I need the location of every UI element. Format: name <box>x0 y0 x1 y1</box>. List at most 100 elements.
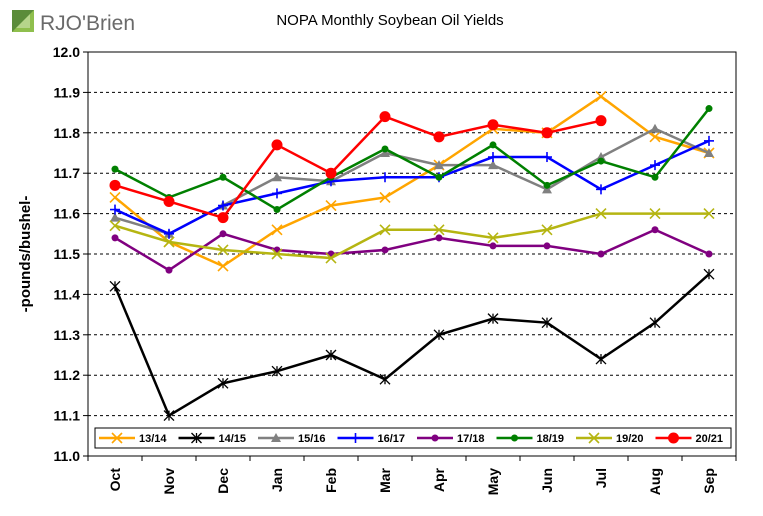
data-point <box>434 160 444 170</box>
legend-item: 20/21 <box>655 432 724 445</box>
series-line <box>114 139 710 236</box>
data-point <box>595 208 607 220</box>
legend-marker <box>350 433 361 443</box>
y-tick-label: 11.5 <box>54 246 81 262</box>
data-point <box>651 173 659 181</box>
data-point <box>218 200 228 211</box>
legend-item: 13/14 <box>99 432 167 445</box>
data-point <box>217 244 229 256</box>
data-point <box>111 234 119 242</box>
data-point <box>380 172 390 183</box>
x-tick-label: Feb <box>323 468 339 493</box>
data-point <box>109 191 121 204</box>
data-point <box>109 179 121 191</box>
data-point <box>379 224 391 236</box>
data-point <box>541 127 553 139</box>
series-16-17 <box>110 135 714 239</box>
series-line <box>114 212 709 260</box>
legend-label: 19/20 <box>616 433 644 445</box>
y-tick-label: 11.8 <box>54 125 81 141</box>
legend-marker <box>511 434 518 442</box>
y-axis-ticks: 11.0 11.1 11.2 11.3 11.4 11.5 11.6 11.7 11.8 11.9… <box>53 44 88 464</box>
x-tick-label: Dec <box>215 468 231 494</box>
x-axis-ticks: Oct Nov Dec Jan Feb Mar Apr May Jun Jul Aug Sep <box>87 456 737 495</box>
data-point <box>271 365 283 377</box>
y-tick-label: 11.7 <box>54 165 81 181</box>
data-point <box>111 165 119 173</box>
data-point <box>381 246 389 254</box>
data-point <box>219 230 227 238</box>
data-point <box>543 242 551 250</box>
data-point <box>164 228 174 239</box>
data-point <box>541 224 553 236</box>
data-point <box>704 148 714 157</box>
y-tick-label: 11.4 <box>54 286 81 302</box>
data-point <box>272 172 282 182</box>
data-point <box>489 242 497 250</box>
x-tick-label: May <box>485 468 501 495</box>
data-point <box>271 248 283 260</box>
data-point <box>649 208 661 220</box>
data-point <box>325 252 337 264</box>
x-tick-label: Oct <box>107 468 123 492</box>
data-point <box>272 188 282 199</box>
data-point <box>542 184 552 194</box>
data-point <box>541 317 553 329</box>
data-point <box>651 226 659 234</box>
data-point <box>487 232 499 244</box>
legend-label: 15/16 <box>298 433 326 445</box>
x-tick-label: Apr <box>431 467 447 492</box>
data-point <box>433 224 445 236</box>
data-point <box>435 173 443 181</box>
x-tick-label: Sep <box>701 468 717 494</box>
data-point <box>597 157 605 165</box>
legend-label: 20/21 <box>696 433 724 445</box>
legend-marker <box>588 432 600 444</box>
x-tick-label: Nov <box>161 468 177 495</box>
data-point <box>597 250 605 258</box>
data-point <box>217 260 229 272</box>
data-point <box>488 160 498 170</box>
legend: 13/14 14/15 15/16 16/17 17/18 18/19 19/20 20/21 <box>94 427 732 449</box>
y-axis-label: -pounds/bushel- <box>17 196 34 313</box>
rjo-brien-logo: RJO'Brien <box>10 6 150 38</box>
legend-box <box>94 427 732 449</box>
data-point <box>595 115 607 127</box>
legend-item: 19/20 <box>576 432 644 445</box>
data-point <box>489 141 497 149</box>
data-point <box>165 266 173 274</box>
data-point <box>705 105 713 113</box>
y-tick-label: 12.0 <box>53 44 80 60</box>
x-tick-label: Jun <box>539 468 555 493</box>
series-line <box>114 107 710 212</box>
logo-text: RJO'Brien <box>40 12 135 35</box>
data-point <box>433 131 445 143</box>
data-point <box>380 148 390 157</box>
data-point <box>542 152 552 163</box>
data-point <box>110 212 120 222</box>
y-tick-label: 11.1 <box>54 408 81 424</box>
data-point <box>325 199 337 212</box>
data-point <box>110 204 120 215</box>
series-17-18 <box>111 226 713 274</box>
legend-label: 17/18 <box>457 433 485 445</box>
data-point <box>596 184 606 195</box>
data-point <box>109 220 121 232</box>
series-lines <box>109 90 715 422</box>
data-point <box>271 139 283 151</box>
series-line <box>114 228 710 272</box>
series-line <box>114 94 710 268</box>
legend-marker <box>668 432 679 444</box>
legend-label: 13/14 <box>139 433 167 445</box>
rjo-brien-logo-mark-icon <box>12 10 34 32</box>
series-14-15 <box>109 268 715 422</box>
data-point <box>488 152 498 163</box>
legend-label: 16/17 <box>378 433 406 445</box>
data-point <box>163 410 175 422</box>
data-point <box>219 173 227 181</box>
x-tick-label: Aug <box>647 468 663 495</box>
x-tick-label: Jul <box>593 468 609 488</box>
data-point <box>703 208 715 220</box>
data-point <box>650 123 660 133</box>
